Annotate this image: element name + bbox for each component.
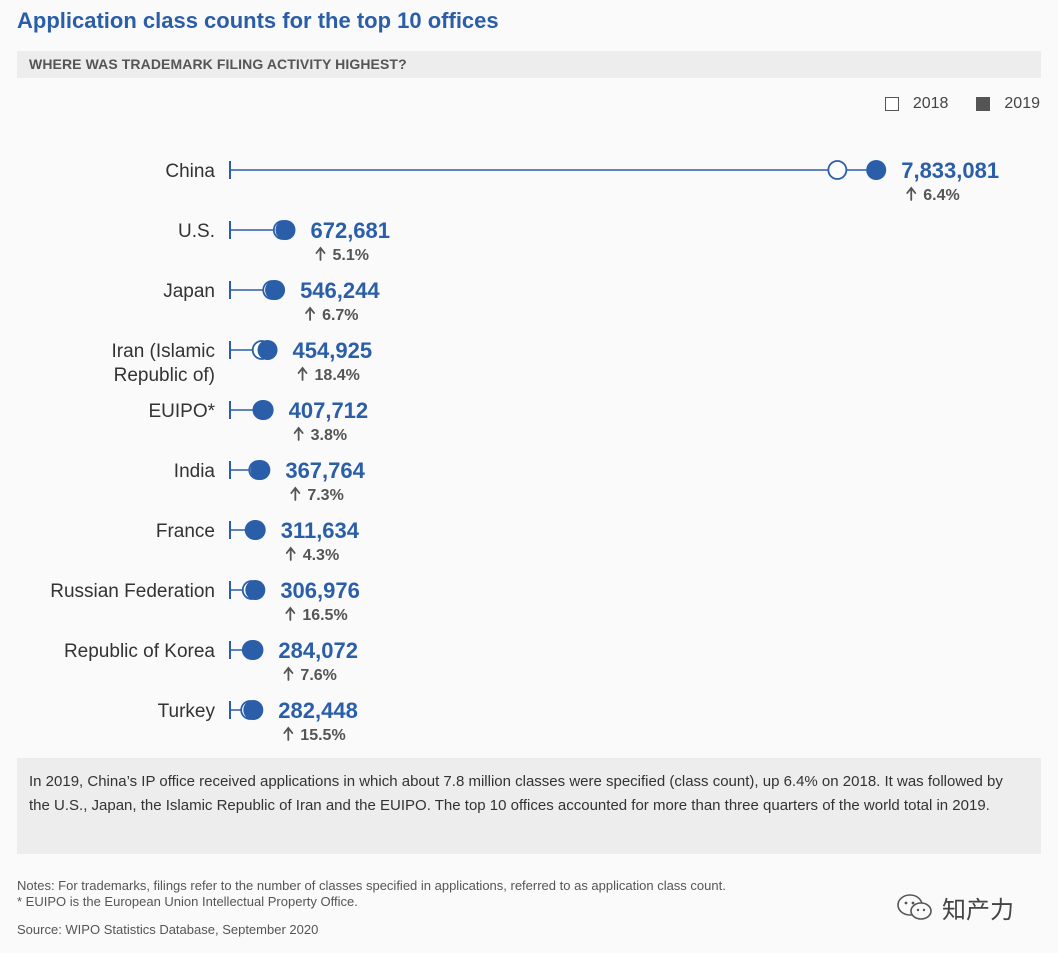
marker-2019	[253, 400, 274, 420]
value-label-2019: 454,925	[293, 338, 373, 363]
up-arrow-icon	[293, 426, 304, 441]
growth-label: 6.4%	[923, 187, 959, 204]
growth-label: 7.6%	[300, 667, 336, 684]
up-arrow-icon	[283, 666, 294, 681]
growth-label: 4.3%	[303, 547, 339, 564]
up-arrow-icon	[283, 726, 294, 741]
growth-label: 18.4%	[315, 367, 360, 384]
marker-2019	[250, 460, 271, 480]
wechat-icon	[897, 893, 932, 920]
footnotes: Notes: For trademarks, filings refer to …	[17, 878, 726, 910]
value-label-2019: 407,712	[289, 398, 369, 423]
marker-2019	[275, 220, 296, 240]
source-note: Source: WIPO Statistics Database, Septem…	[17, 922, 319, 937]
marker-2019	[245, 520, 266, 540]
up-arrow-icon	[285, 546, 296, 561]
category-label: France	[156, 521, 215, 542]
marker-2019	[245, 580, 266, 600]
marker-2019	[866, 160, 887, 180]
growth-label: 16.5%	[302, 607, 347, 624]
category-label: Iran (Islamic Republic of)	[112, 341, 215, 386]
up-arrow-icon	[297, 366, 308, 381]
value-label-2019: 282,448	[278, 698, 358, 723]
value-label-2019: 311,634	[281, 518, 360, 543]
legend-label-2019: 2019	[1004, 95, 1040, 112]
marker-2019	[265, 280, 286, 300]
legend-label-2018: 2018	[912, 95, 949, 112]
value-label-2019: 284,072	[278, 638, 358, 663]
up-arrow-icon	[305, 306, 315, 321]
category-label: Republic of Korea	[64, 641, 215, 662]
marker-2019	[243, 640, 264, 660]
chart-title: Application class counts for the top 10 …	[17, 8, 499, 33]
marker-2019	[243, 700, 264, 720]
up-arrow-icon	[906, 186, 917, 201]
value-label-2019: 306,976	[280, 578, 360, 603]
growth-label: 3.8%	[311, 427, 347, 444]
marker-2018	[827, 160, 848, 180]
legend-swatch-2018	[884, 97, 899, 111]
category-label: EUIPO*	[148, 401, 215, 422]
up-arrow-icon	[290, 486, 301, 501]
growth-label: 5.1%	[332, 247, 368, 264]
legend-swatch-2019	[976, 97, 991, 111]
value-label-2019: 672,681	[310, 218, 390, 243]
footnote-notes: Notes: For trademarks, filings refer to …	[17, 878, 726, 893]
footnote-euipo: * EUIPO is the European Union Intellectu…	[17, 894, 358, 909]
category-label: India	[174, 461, 216, 482]
summary-text: In 2019, China’s IP office received appl…	[29, 773, 1003, 814]
value-label-2019: 367,764	[285, 458, 365, 483]
watermark: 知产力	[896, 890, 1014, 925]
value-label-2019: 7,833,081	[901, 158, 999, 183]
marker-2019	[257, 340, 278, 360]
growth-label: 6.7%	[322, 307, 358, 324]
category-label: Russian Federation	[50, 581, 215, 602]
category-label: Turkey	[158, 701, 216, 722]
chart-subtitle: WHERE WAS TRADEMARK FILING ACTIVITY HIGH…	[29, 56, 407, 72]
subtitle-bar: WHERE WAS TRADEMARK FILING ACTIVITY HIGH…	[17, 51, 1041, 78]
value-label-2019: 546,244	[300, 278, 380, 303]
legend: 2018 2019	[884, 95, 1040, 113]
growth-label: 7.3%	[307, 487, 343, 504]
up-arrow-icon	[315, 246, 326, 261]
category-label: Japan	[163, 281, 215, 302]
summary-box: In 2019, China’s IP office received appl…	[17, 758, 1041, 854]
watermark-text: 知产力	[942, 897, 1014, 924]
growth-label: 15.5%	[300, 727, 345, 744]
dumbbell-chart: China 7,833,081 6.4% U.S. 672,681 5.1% Japan 54…	[50, 158, 999, 744]
category-label: China	[165, 161, 215, 182]
up-arrow-icon	[285, 606, 296, 621]
category-label: U.S.	[178, 221, 215, 242]
